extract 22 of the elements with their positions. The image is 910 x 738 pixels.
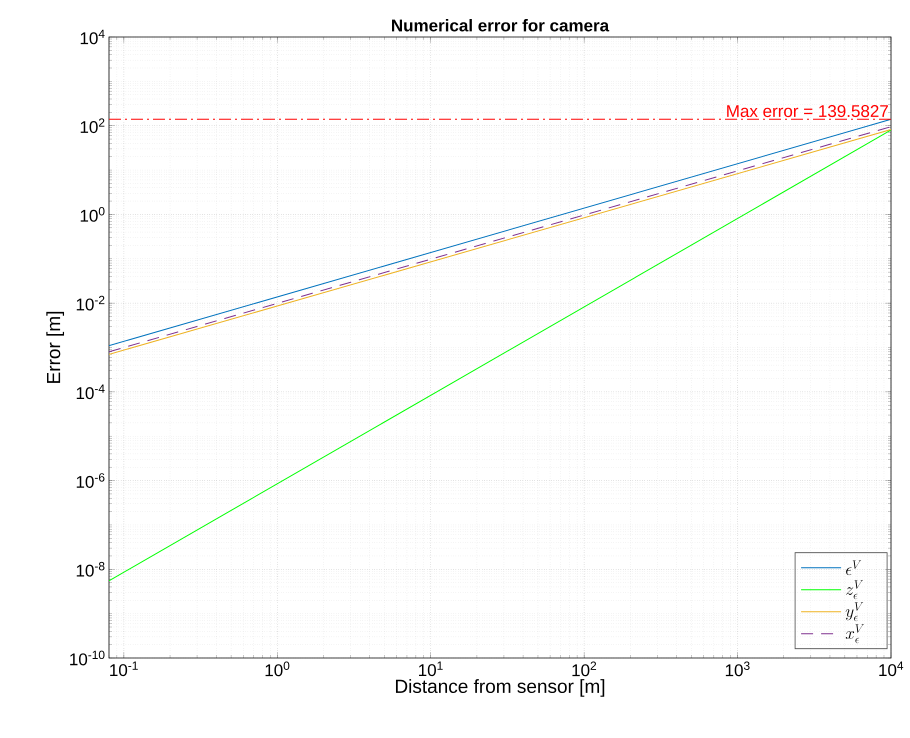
y-axis-title: Error [m] xyxy=(46,312,64,383)
x-tick-label: 10$^{0}$ xyxy=(266,662,290,676)
y-tick-label: 10$^{-8}$ xyxy=(76,562,104,577)
y-tick-label: 10$^{-2}$ xyxy=(76,296,104,311)
y-tick-label: 10$^{4}$ xyxy=(80,30,105,44)
x-tick-label: 10$^{1}$ xyxy=(419,662,443,676)
x-tick-label: 10$^{2}$ xyxy=(572,662,596,676)
y-tick-label: 10$^{2}$ xyxy=(80,118,104,134)
y-tick-label: 10$^{-6}$ xyxy=(76,473,104,488)
x-tick-label: 10$^{4}$ xyxy=(879,662,904,676)
legend-label: $x_\epsilon^V$ xyxy=(846,624,864,644)
y-tick-label: 10$^{-10}$ xyxy=(70,650,105,666)
chart-title: Numerical error for camera xyxy=(392,19,610,32)
y-tick-label: 10$^{-4}$ xyxy=(76,384,105,400)
x-tick-label: 10$^{3}$ xyxy=(726,662,750,676)
legend-label: $\epsilon^V$ xyxy=(846,560,862,576)
legend-label: $z_\epsilon^V$ xyxy=(846,580,863,600)
ref-line-label: Max error = 139.5827 xyxy=(727,105,888,118)
legend-label: $y_\epsilon^V$ xyxy=(846,602,864,622)
x-axis-title: Distance from sensor [m] xyxy=(396,679,604,697)
x-tick-label: 10$^{-1}$ xyxy=(110,662,138,676)
y-tick-label: 10$^{0}$ xyxy=(80,207,105,222)
